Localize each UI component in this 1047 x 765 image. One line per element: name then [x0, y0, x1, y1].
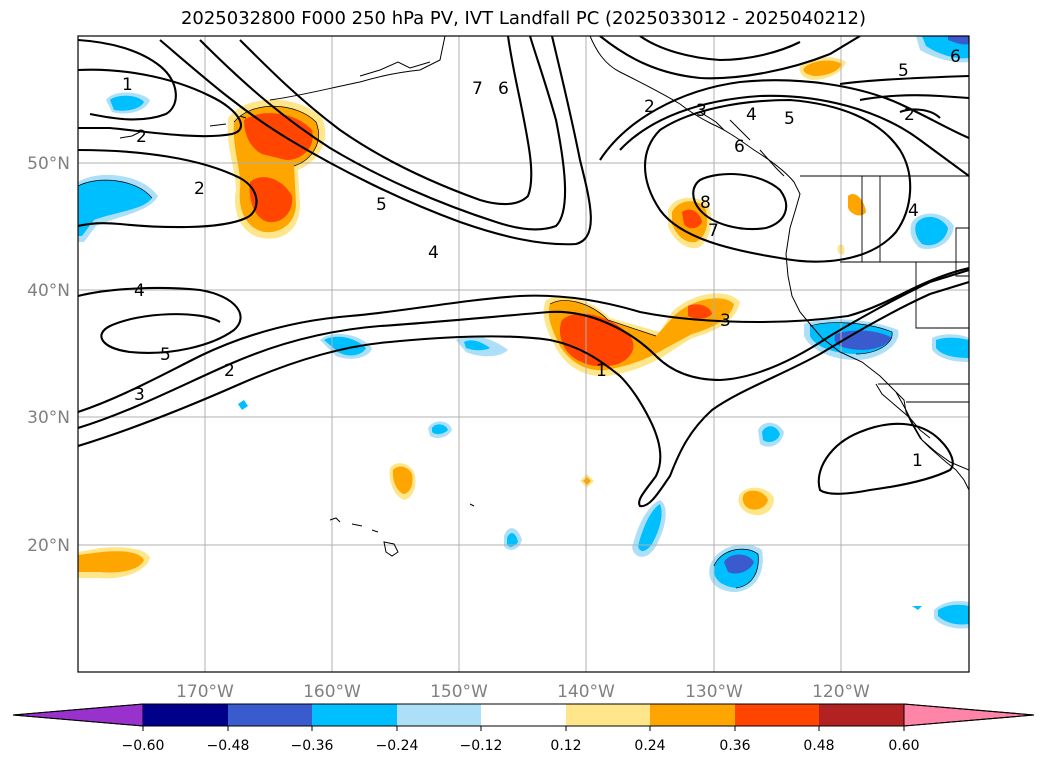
- lat-label-50n: 50°N: [27, 154, 70, 174]
- colorbar-tick-label: 0.24: [634, 738, 665, 754]
- lon-label-140w: 140°W: [557, 682, 615, 702]
- lon-label-150w: 150°W: [430, 682, 488, 702]
- colorbar-tick-label: 0.12: [550, 738, 581, 754]
- svg-text:4: 4: [908, 201, 919, 221]
- svg-text:3: 3: [720, 311, 731, 331]
- map-frame: [77, 35, 970, 673]
- svg-text:1: 1: [596, 361, 607, 381]
- svg-text:5: 5: [784, 109, 795, 129]
- colorbar-tick-label: 0.60: [888, 738, 919, 754]
- colorbar: −0.60 −0.48 −0.36 −0.24 −0.12 0.12 0.24 …: [12, 703, 1035, 754]
- svg-text:2: 2: [904, 105, 915, 125]
- lon-label-130w: 130°W: [685, 682, 743, 702]
- colorbar-tick-label: 0.36: [719, 738, 750, 754]
- colorbar-tick-label: 0.48: [803, 738, 834, 754]
- svg-text:6: 6: [950, 47, 961, 67]
- ivt-contours: [78, 36, 969, 508]
- svg-text:2: 2: [136, 127, 147, 147]
- svg-text:4: 4: [134, 281, 145, 301]
- colorbar-bin: [650, 704, 735, 726]
- svg-text:2: 2: [224, 361, 235, 381]
- colorbar-bin: [143, 704, 228, 726]
- colorbar-bin: [735, 704, 819, 726]
- svg-text:6: 6: [498, 79, 509, 99]
- svg-text:7: 7: [472, 79, 483, 99]
- svg-text:5: 5: [160, 345, 171, 365]
- colorbar-tick-label: −0.12: [460, 738, 503, 754]
- svg-text:1: 1: [912, 451, 923, 471]
- colorbar-bin: [228, 704, 312, 726]
- svg-text:4: 4: [428, 243, 439, 263]
- svg-text:2: 2: [644, 97, 655, 117]
- lon-label-120w: 120°W: [812, 682, 870, 702]
- lon-label-160w: 160°W: [303, 682, 361, 702]
- colorbar-bin: [819, 704, 904, 726]
- svg-text:5: 5: [898, 61, 909, 81]
- colorbar-bin: [312, 704, 397, 726]
- lat-label-40n: 40°N: [27, 281, 70, 301]
- lat-label-20n: 20°N: [27, 536, 70, 556]
- pv-thin-contours: [78, 105, 893, 589]
- colorbar-tick-label: −0.48: [207, 738, 250, 754]
- svg-text:7: 7: [708, 221, 719, 241]
- colorbar-tick-label: −0.60: [122, 738, 165, 754]
- colorbar-extend-low: [12, 703, 144, 727]
- colorbar-bin: [566, 704, 650, 726]
- svg-text:3: 3: [134, 385, 145, 405]
- lon-label-170w: 170°W: [176, 682, 234, 702]
- colorbar-bin: [481, 704, 566, 726]
- svg-text:6: 6: [734, 137, 745, 157]
- colorbar-extend-high: [903, 703, 1035, 727]
- svg-text:4: 4: [746, 105, 757, 125]
- map-panel: 1 2 5 2 4 7 6 2 3 4 5 6 8 7 5 2 4 3 1 4 …: [78, 36, 969, 672]
- colorbar-bin: [397, 704, 481, 726]
- lat-label-30n: 30°N: [27, 408, 70, 428]
- colorbar-tick-label: −0.36: [291, 738, 334, 754]
- svg-text:2: 2: [194, 179, 205, 199]
- political-borders: [800, 175, 969, 403]
- positive-anomaly-shading: [78, 57, 866, 579]
- svg-text:1: 1: [122, 75, 133, 95]
- svg-text:8: 8: [700, 193, 711, 213]
- contour-labels: 1 2 5 2 4 7 6 2 3 4 5 6 8 7 5 2 4 3 1 4 …: [122, 47, 961, 471]
- svg-text:5: 5: [376, 195, 387, 215]
- svg-text:3: 3: [696, 101, 707, 121]
- colorbar-ticks: [142, 726, 905, 731]
- colorbar-tick-label: −0.24: [376, 738, 419, 754]
- longitude-labels: 170°W 160°W 150°W 140°W 130°W 120°W: [176, 682, 870, 702]
- latitude-labels: 50°N 40°N 30°N 20°N: [27, 154, 70, 556]
- map-title: 2025032800 F000 250 hPa PV, IVT Landfall…: [180, 8, 867, 29]
